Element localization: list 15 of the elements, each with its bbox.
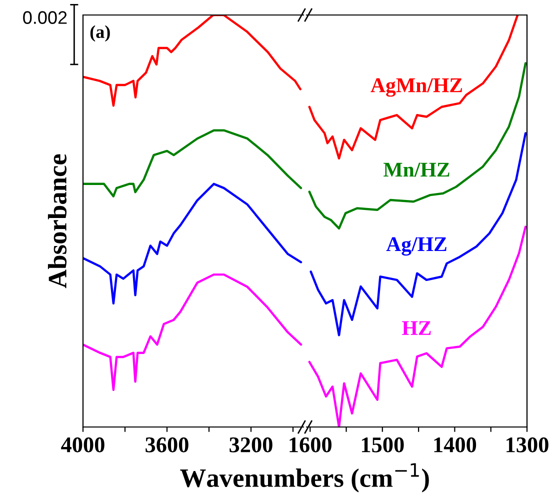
series-label: AgMn/HZ [370, 78, 462, 97]
annotation: (a) [90, 25, 110, 42]
y-axis-title: Absorbance [48, 154, 67, 288]
x-tick-label: 1500 [362, 437, 404, 452]
x-tick-label: 1400 [434, 437, 476, 452]
x-tick-label: 4000 [61, 437, 104, 452]
x-tick-label: 3200 [230, 437, 272, 452]
text: 0.002 [23, 11, 67, 24]
x-tick-label: 3600 [146, 437, 188, 452]
x-axis-title: Wavenumbers (cm$^{−1}$) [180, 463, 429, 492]
series-label: Ag/HZ [386, 237, 446, 256]
series-label: Mn/HZ [384, 162, 450, 177]
x-tick-label: 1300 [506, 437, 548, 452]
series-label: HZ [402, 321, 431, 335]
x-tick-label: 1600 [290, 437, 332, 452]
